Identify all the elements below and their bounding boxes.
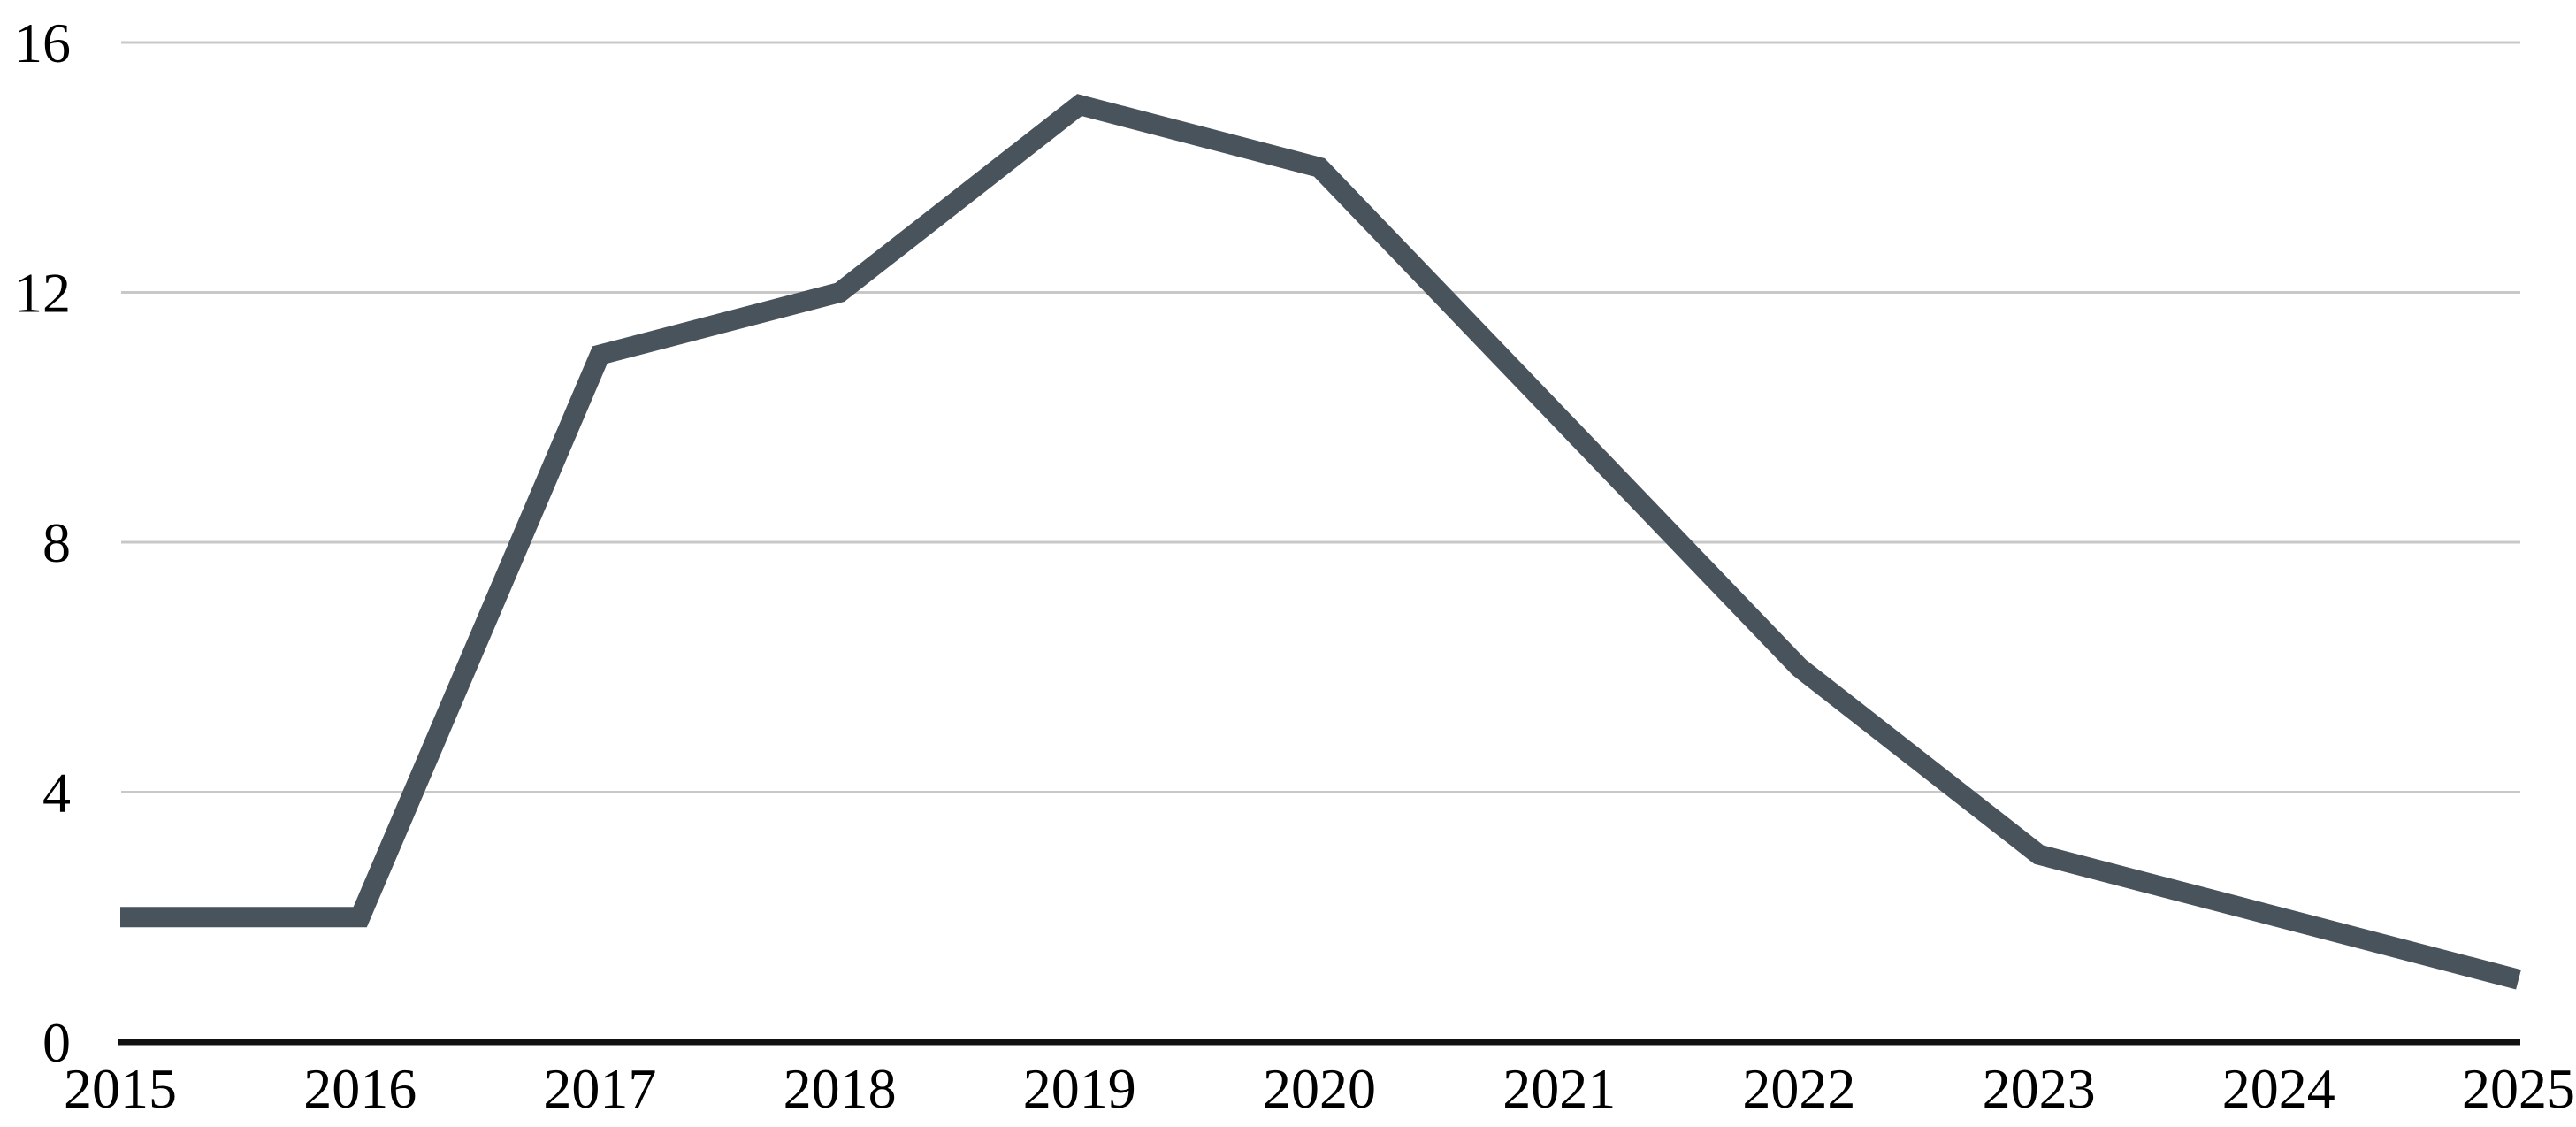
x-axis-tick-label-2015: 2015	[64, 1057, 177, 1120]
x-axis-tick-label-2016: 2016	[303, 1057, 417, 1120]
x-axis-tick-label-2024: 2024	[2222, 1057, 2335, 1120]
x-axis-tick-label-2019: 2019	[1023, 1057, 1136, 1120]
y-axis-tick-label: 8	[42, 511, 71, 574]
x-axis-tick-label-2020: 2020	[1263, 1057, 1376, 1120]
y-axis-tick-label: 12	[14, 262, 71, 325]
x-axis-tick-label-2025: 2025	[2462, 1057, 2575, 1120]
x-axis-tick-label-2021: 2021	[1502, 1057, 1616, 1120]
y-axis-labels: 0 4 8 12 16	[14, 12, 71, 1074]
y-axis-tick-label: 16	[14, 12, 71, 74]
x-axis-tick-label-2017: 2017	[543, 1057, 656, 1120]
x-axis-labels: 2015 2016 2017 2018 2019 2020 2021 2022 2023 2024…	[64, 1057, 2575, 1120]
x-axis-tick-label-2022: 2022	[1742, 1057, 1855, 1120]
x-axis-tick-label-2023: 2023	[1983, 1057, 2096, 1120]
y-axis-tick-label: 4	[42, 762, 71, 824]
x-axis-tick-label-2018: 2018	[784, 1057, 897, 1120]
gridlines	[121, 41, 2520, 794]
data-line-series	[120, 94, 2521, 990]
y-axis-tick-label: 0	[42, 1011, 71, 1074]
